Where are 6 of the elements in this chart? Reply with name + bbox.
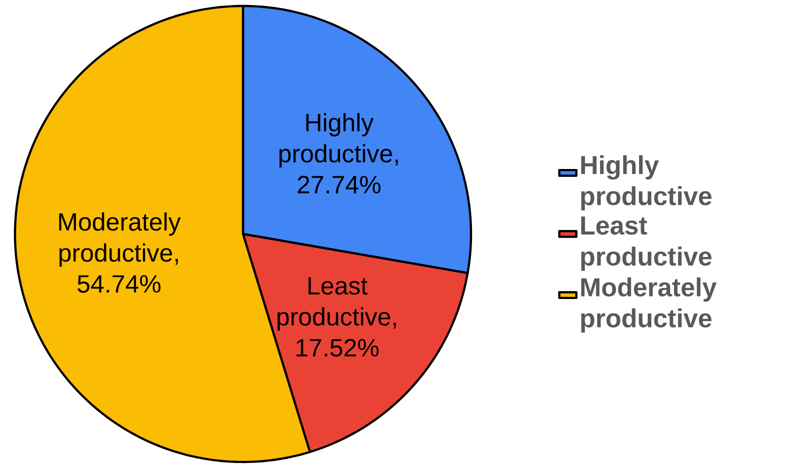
data-label: Highly productive, 27.74% — [279, 113, 398, 194]
legend-label: Least productive — [581, 216, 712, 271]
data-label: Least productive, 17.52% — [278, 277, 396, 357]
data-label: Moderately productive, 54.74% — [59, 212, 181, 293]
legend-label: Highly productive — [581, 155, 712, 210]
legend-label: Moderately productive — [581, 277, 717, 333]
